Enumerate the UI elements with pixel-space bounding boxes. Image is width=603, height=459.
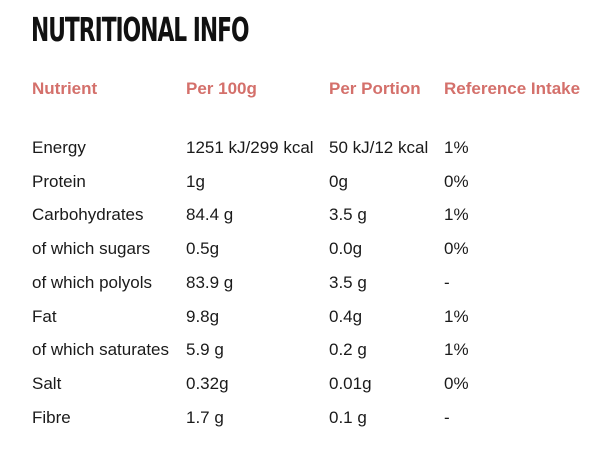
per-100g-cell: 1.7 g bbox=[186, 408, 224, 427]
per-100g-cell: 84.4 g bbox=[186, 205, 234, 224]
nutrient-cell: Carbohydrates bbox=[32, 205, 144, 224]
table-row: Fat 9.8g 0.4g 1% bbox=[0, 305, 603, 329]
per-100g-cell: 1g bbox=[186, 172, 205, 191]
reference-intake-cell: 1% bbox=[444, 340, 469, 359]
per-portion-cell: 0g bbox=[329, 172, 348, 191]
reference-intake-cell: 1% bbox=[444, 307, 469, 326]
per-100g-cell: 0.5g bbox=[186, 239, 220, 258]
table-row: Carbohydrates 84.4 g 3.5 g 1% bbox=[0, 203, 603, 227]
per-portion-cell: 0.01g bbox=[329, 374, 372, 393]
table-row: Protein 1g 0g 0% bbox=[0, 170, 603, 194]
table-row: Fibre 1.7 g 0.1 g - bbox=[0, 406, 603, 430]
per-portion-cell: 3.5 g bbox=[329, 205, 367, 224]
table-row: of which saturates 5.9 g 0.2 g 1% bbox=[0, 338, 603, 362]
per-100g-cell: 83.9 g bbox=[186, 273, 234, 292]
nutrient-cell: of which sugars bbox=[32, 239, 151, 258]
page-title: NUTRITIONAL INFO bbox=[31, 10, 250, 49]
header-per-100g: Per 100g bbox=[186, 79, 257, 98]
per-portion-cell: 50 kJ/12 kcal bbox=[329, 138, 429, 157]
per-portion-cell: 0.0g bbox=[329, 239, 363, 258]
table-row: of which sugars 0.5g 0.0g 0% bbox=[0, 237, 603, 261]
nutrient-cell: Energy bbox=[32, 138, 86, 157]
nutrient-cell: of which polyols bbox=[32, 273, 153, 292]
per-100g-cell: 5.9 g bbox=[186, 340, 224, 359]
table-row: Salt 0.32g 0.01g 0% bbox=[0, 372, 603, 396]
nutrient-cell: Protein bbox=[32, 172, 86, 191]
reference-intake-cell: 1% bbox=[444, 205, 469, 224]
reference-intake-cell: 0% bbox=[444, 239, 469, 258]
per-100g-cell: 0.32g bbox=[186, 374, 229, 393]
per-100g-cell: 9.8g bbox=[186, 307, 220, 326]
per-100g-cell: 1251 kJ/299 kcal bbox=[186, 138, 314, 157]
per-portion-cell: 3.5 g bbox=[329, 273, 367, 292]
nutrient-cell: of which saturates bbox=[32, 340, 170, 359]
nutrient-cell: Salt bbox=[32, 374, 62, 393]
reference-intake-cell: 0% bbox=[444, 172, 469, 191]
table-row: of which polyols 83.9 g 3.5 g - bbox=[0, 271, 603, 295]
per-portion-cell: 0.2 g bbox=[329, 340, 367, 359]
table-header: Nutrient Per 100g Per Portion Reference … bbox=[0, 78, 603, 100]
nutrient-cell: Fibre bbox=[32, 408, 71, 427]
header-per-portion: Per Portion bbox=[329, 79, 421, 98]
reference-intake-cell: - bbox=[444, 273, 450, 292]
reference-intake-cell: 0% bbox=[444, 374, 469, 393]
header-nutrient: Nutrient bbox=[32, 79, 98, 98]
reference-intake-cell: 1% bbox=[444, 138, 469, 157]
per-portion-cell: 0.4g bbox=[329, 307, 363, 326]
nutrient-cell: Fat bbox=[32, 307, 57, 326]
header-reference-intake: Reference Intake bbox=[444, 79, 581, 98]
reference-intake-cell: - bbox=[444, 408, 450, 427]
table-row: Energy 1251 kJ/299 kcal 50 kJ/12 kcal 1% bbox=[0, 136, 603, 160]
per-portion-cell: 0.1 g bbox=[329, 408, 367, 427]
